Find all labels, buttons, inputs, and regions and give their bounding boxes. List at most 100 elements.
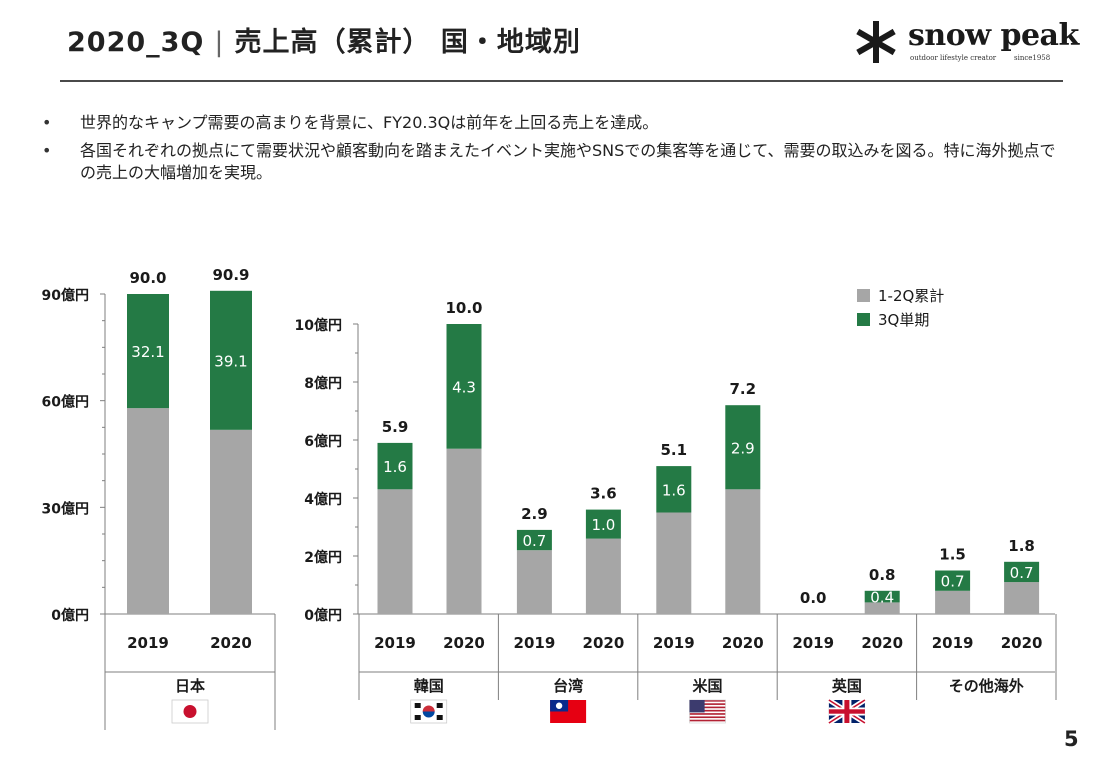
overseas-0-year-label: 2020 [443, 634, 485, 652]
japan-y-tick-label: 0億円 [51, 607, 89, 624]
overseas-2-total-label: 7.2 [730, 380, 757, 398]
overseas-1-bar-q3 [516, 529, 552, 551]
flag-cross-red [828, 709, 865, 714]
legend-swatch [857, 313, 870, 326]
legend-label: 1-2Q累計 [878, 287, 944, 305]
header-divider [60, 80, 1063, 82]
overseas-y-tick-label: 8億円 [304, 375, 342, 392]
japan-bar-base [210, 429, 252, 614]
region-label-1: 台湾 [553, 677, 583, 695]
overseas-0-bar-base [446, 448, 482, 614]
page-title: 2020_3Q | 売上高（累計） 国・地域別 [67, 20, 581, 59]
japan-bar-base [127, 408, 169, 614]
bullet-item: 各国それぞれの拠点にて需要状況や顧客動向を踏まえたイベント実施やSNSでの集客等… [40, 140, 1060, 184]
region-label-2: 米国 [692, 677, 722, 695]
overseas-3-total-label: 0.0 [800, 589, 827, 607]
overseas-3-year-label: 2019 [792, 634, 834, 652]
flag-sun [183, 705, 197, 718]
japan-y-tick-label: 90億円 [42, 287, 89, 304]
bullet-item: 世界的なキャンプ需要の高まりを背景に、FY20.3Qは前年を上回る売上を達成。 [40, 112, 1060, 134]
overseas-y-tick-label: 6億円 [304, 433, 342, 450]
flag-canton [689, 700, 705, 713]
overseas-1-bar-base [585, 538, 621, 614]
korea-flag [410, 699, 448, 724]
overseas-1-q3-label: 0.7 [522, 532, 546, 550]
overseas-3-q3-label: 0.4 [870, 589, 894, 607]
slide-header: 2020_3Q | 売上高（累計） 国・地域別 snow peak outdoor … [0, 0, 1095, 84]
overseas-2-bar-q3 [725, 405, 761, 490]
overseas-0-q3-label: 1.6 [383, 458, 407, 476]
japan-y-tick-label: 30億円 [42, 500, 89, 517]
flag-trigram [414, 715, 421, 720]
overseas-2-year-label: 2020 [722, 634, 764, 652]
page-number: 5 [1064, 727, 1079, 751]
taiwan-flag [550, 700, 587, 723]
japan-q3-label: 32.1 [131, 343, 164, 361]
legend-label: 3Q単期 [878, 311, 929, 329]
overseas-0-year-label: 2019 [374, 634, 416, 652]
overseas-2-bar-base [656, 512, 692, 614]
overseas-4-q3-label: 0.7 [941, 573, 965, 591]
overseas-y-tick-label: 4億円 [304, 491, 342, 508]
overseas-3-year-label: 2020 [861, 634, 903, 652]
flag-stripe [689, 703, 726, 705]
overseas-4-bar-q3 [935, 570, 971, 591]
overseas-2-bar-q3 [656, 466, 692, 513]
overseas-1-total-label: 2.9 [521, 505, 548, 523]
flag-taegeuk-top [422, 705, 435, 712]
overseas-3-bar-base [864, 602, 900, 614]
overseas-0-bar-q3 [446, 324, 482, 449]
japan-year-label: 2020 [210, 634, 252, 652]
title-period: 2020_3Q [67, 27, 205, 58]
title-separator: | [214, 27, 225, 58]
overseas-4-year-label: 2020 [1001, 634, 1043, 652]
japan-total-label: 90.9 [212, 266, 249, 284]
overseas-4-year-label: 2019 [932, 634, 974, 652]
overseas-0-q3-label: 4.3 [452, 378, 476, 396]
flag-stripe [689, 700, 726, 702]
flag-sun [555, 702, 563, 709]
snowflake-icon [856, 21, 896, 63]
overseas-4-bar-base [1004, 582, 1040, 614]
overseas-1-total-label: 3.6 [590, 485, 617, 503]
flag-trigram [414, 703, 421, 708]
japan-total-label: 90.0 [129, 269, 166, 287]
overseas-1-bar-base [516, 550, 552, 614]
flag-stripe [689, 706, 726, 709]
legend-swatch [857, 289, 870, 302]
japan-q3-label: 39.1 [214, 352, 247, 370]
flag-trigram [436, 703, 443, 708]
overseas-2-bar-base [725, 489, 761, 614]
overseas-4-bar-q3 [1004, 561, 1040, 583]
overseas-3-bar-q3 [864, 590, 900, 603]
title-main: 売上高（累計） 国・地域別 [234, 27, 581, 58]
overseas-3-total-label: 0.8 [869, 566, 896, 584]
overseas-0-total-label: 10.0 [445, 299, 482, 317]
overseas-0-bar-base [377, 489, 413, 614]
logo-since: since1958 [1014, 54, 1051, 62]
uk-flag [827, 697, 867, 726]
flag-stripe [689, 719, 726, 722]
flag-stripe [689, 716, 726, 719]
japan-bar-q3 [127, 294, 169, 409]
overseas-1-q3-label: 1.0 [591, 516, 615, 534]
flag-taegeuk-bottom [422, 711, 435, 718]
overseas-2-q3-label: 2.9 [731, 439, 755, 457]
overseas-y-tick-label: 0億円 [304, 607, 342, 624]
overseas-0-total-label: 5.9 [382, 418, 409, 436]
overseas-0-bar-q3 [377, 442, 413, 490]
logo-tagline: outdoor lifestyle creator [910, 54, 997, 62]
logo-brand: snow peak [908, 18, 1079, 53]
flag-stripe [689, 709, 726, 712]
region-label-0: 韓国 [414, 677, 444, 695]
overseas-y-tick-label: 2億円 [304, 549, 342, 566]
region-label-japan: 日本 [175, 677, 205, 695]
bullet-list: 世界的なキャンプ需要の高まりを背景に、FY20.3Qは前年を上回る売上を達成。 … [40, 112, 1060, 190]
overseas-y-tick-label: 10億円 [295, 317, 342, 334]
overseas-1-year-label: 2020 [583, 634, 625, 652]
overseas-4-total-label: 1.5 [939, 546, 966, 564]
flag-trigram [436, 715, 443, 720]
overseas-2-total-label: 5.1 [661, 441, 688, 459]
overseas-4-bar-base [935, 590, 971, 614]
